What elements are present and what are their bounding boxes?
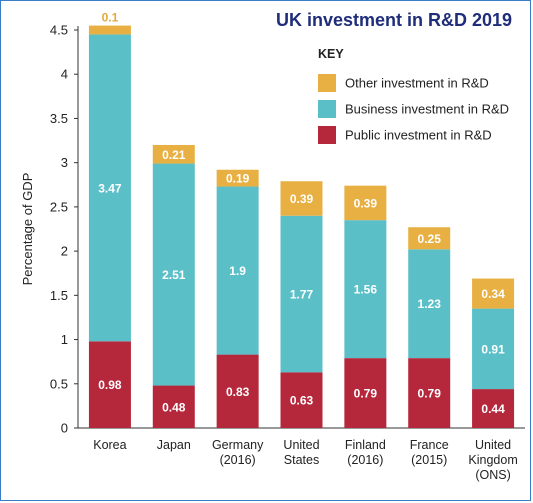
data-label: 0.79 — [418, 387, 442, 401]
data-label: 0.44 — [481, 402, 505, 416]
y-tick-label: 4.5 — [50, 23, 68, 38]
y-tick-label: 1 — [61, 332, 68, 347]
bar-segment — [408, 249, 451, 359]
data-label: 1.77 — [290, 288, 314, 302]
x-category-label: Korea — [93, 438, 126, 452]
bar-segment — [344, 358, 387, 428]
x-category-label: (2016) — [220, 453, 256, 467]
x-category-label: United — [283, 438, 319, 452]
data-label: 2.51 — [162, 268, 186, 282]
x-category-label: (2015) — [411, 453, 447, 467]
data-label: 0.83 — [226, 385, 250, 399]
bar-segment — [216, 354, 259, 428]
data-label: 0.98 — [98, 378, 122, 392]
bar-segment — [408, 358, 451, 428]
data-label: 3.47 — [98, 181, 122, 195]
bar-segment — [408, 227, 451, 250]
legend-label: Public investment in R&D — [345, 128, 492, 143]
data-label: 0.79 — [354, 387, 378, 401]
data-label: 0.39 — [354, 196, 378, 210]
y-tick-label: 0.5 — [50, 376, 68, 391]
y-tick-label: 1.5 — [50, 288, 68, 303]
bar-segment — [152, 163, 195, 386]
bar-segment — [152, 144, 195, 164]
x-category-label: (ONS) — [475, 468, 510, 482]
data-label: 0.48 — [162, 400, 186, 414]
x-category-label: States — [284, 453, 319, 467]
bar-segment — [472, 389, 515, 428]
bar-segment — [280, 215, 323, 373]
data-label: 1.23 — [418, 297, 442, 311]
x-category-label: United — [475, 438, 511, 452]
x-category-label: Kingdom — [468, 453, 517, 467]
axes: 0 0.5 1 1.5 2 2.5 3 3.5 4 4.5 Percentage of GDP Kor… — [20, 23, 525, 482]
y-tick-label: 4 — [61, 67, 68, 82]
data-label: 0.19 — [226, 172, 250, 186]
y-tick-label: 2 — [61, 244, 68, 259]
data-label: 0.1 — [102, 11, 119, 25]
legend-swatch — [318, 100, 336, 118]
legend-label: Business investment in R&D — [345, 102, 509, 117]
bars — [88, 25, 515, 428]
y-tick-label: 2.5 — [50, 199, 68, 214]
data-label: 0.21 — [162, 148, 186, 162]
bar-segment — [152, 385, 195, 428]
bar-segment — [216, 186, 259, 355]
legend-title: KEY — [318, 47, 344, 61]
bar-segment — [344, 220, 387, 359]
y-axis-label: Percentage of GDP — [20, 173, 35, 286]
bar-segment — [280, 181, 323, 216]
x-category-label: Finland — [345, 438, 386, 452]
x-category-label: France — [410, 438, 449, 452]
y-tick-label: 3.5 — [50, 111, 68, 126]
bar-segment — [216, 169, 259, 187]
legend-swatch — [318, 126, 336, 144]
bar-segment — [472, 278, 515, 309]
data-label: 1.56 — [354, 283, 378, 297]
legend-swatch — [318, 74, 336, 92]
bar-segment — [88, 34, 131, 342]
bar-segment — [88, 25, 131, 35]
bar-segment — [472, 308, 515, 390]
bar-segment — [344, 185, 387, 221]
data-labels: 0.98 3.47 0.1 0.48 2.51 0.21 0.83 1.9 0.19 0.63 1.… — [98, 11, 505, 416]
x-category-label: Japan — [157, 438, 191, 452]
data-label: 0.39 — [290, 192, 314, 206]
bar-segment — [88, 341, 131, 428]
data-label: 0.91 — [481, 342, 505, 356]
y-tick-label: 3 — [61, 155, 68, 170]
data-label: 1.9 — [229, 264, 246, 278]
bar-segment — [280, 372, 323, 428]
x-category-label: Germany — [212, 438, 264, 452]
chart-title: UK investment in R&D 2019 — [276, 10, 513, 30]
data-label: 0.25 — [418, 232, 442, 246]
y-tick-label: 0 — [61, 421, 68, 436]
legend: KEY Other investment in R&D Business inves… — [318, 47, 509, 144]
legend-label: Other investment in R&D — [345, 76, 489, 91]
data-label: 0.63 — [290, 394, 314, 408]
x-category-label: (2016) — [347, 453, 383, 467]
data-label: 0.34 — [481, 287, 505, 301]
